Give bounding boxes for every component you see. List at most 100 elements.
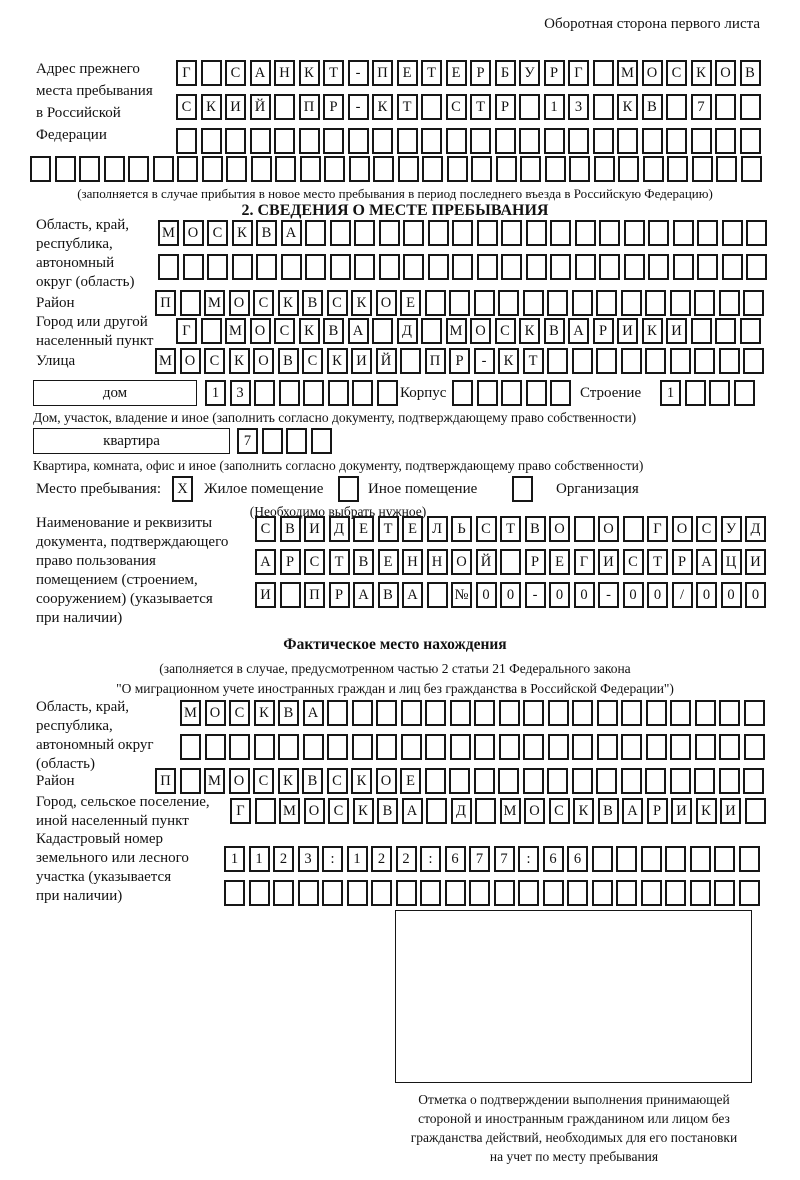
char-cell[interactable]: О [204,700,226,726]
char-cell[interactable] [743,348,764,374]
char-cell[interactable] [691,156,713,182]
char-cell[interactable] [305,220,326,246]
char-cell[interactable]: К [573,798,594,824]
char-cell[interactable] [476,380,498,406]
char-cell[interactable]: П [155,768,176,794]
char-cell[interactable] [200,128,222,154]
char-cell[interactable] [329,220,351,246]
char-cell[interactable] [396,128,418,154]
char-cell[interactable]: Т [377,516,399,542]
char-cell[interactable] [372,128,393,154]
char-cell[interactable] [493,880,515,906]
char-cell[interactable] [449,700,471,726]
char-cell[interactable]: 0 [745,582,766,608]
char-cell[interactable] [452,254,473,280]
char-cell[interactable] [623,220,645,246]
char-cell[interactable]: С [666,60,687,86]
char-cell[interactable]: И [225,94,246,120]
char-cell[interactable] [473,768,495,794]
char-cell[interactable]: С [274,318,295,344]
char-cell[interactable] [596,348,617,374]
other-premises-checkbox[interactable] [338,476,359,502]
char-cell[interactable] [669,768,691,794]
char-cell[interactable]: Й [475,549,497,575]
char-cell[interactable]: О [598,516,619,542]
char-cell[interactable] [128,156,149,182]
char-cell[interactable]: В [524,516,546,542]
char-cell[interactable] [672,254,694,280]
char-cell[interactable]: К [200,94,222,120]
char-cell[interactable] [204,734,226,760]
organization-checkbox[interactable] [512,476,533,502]
char-cell[interactable]: В [739,60,761,86]
char-cell[interactable] [278,734,299,760]
char-cell[interactable] [425,700,446,726]
char-cell[interactable] [54,156,76,182]
char-cell[interactable]: К [253,700,275,726]
char-cell[interactable]: С [696,516,717,542]
char-cell[interactable]: С [445,94,467,120]
char-cell[interactable]: П [155,290,176,316]
char-cell[interactable] [592,94,614,120]
char-cell[interactable] [666,94,687,120]
char-cell[interactable] [449,290,470,316]
char-cell[interactable] [715,94,736,120]
char-cell[interactable]: В [302,768,323,794]
char-cell[interactable]: В [353,549,374,575]
char-cell[interactable] [103,156,125,182]
char-cell[interactable]: М [279,798,300,824]
char-cell[interactable] [426,582,448,608]
char-cell[interactable]: 2 [371,846,392,872]
char-cell[interactable]: С [253,290,274,316]
char-cell[interactable] [347,128,369,154]
char-cell[interactable] [523,700,544,726]
char-cell[interactable]: П [424,348,446,374]
char-cell[interactable] [201,156,223,182]
char-cell[interactable]: О [303,798,325,824]
char-cell[interactable]: А [696,549,717,575]
char-cell[interactable] [273,880,294,906]
char-cell[interactable]: И [351,348,372,374]
char-cell[interactable]: С [326,768,348,794]
char-cell[interactable] [665,880,686,906]
char-cell[interactable]: А [402,582,423,608]
char-cell[interactable] [547,348,568,374]
char-cell[interactable]: Р [671,549,693,575]
char-cell[interactable] [226,156,247,182]
char-cell[interactable] [253,734,275,760]
char-cell[interactable]: Т [323,60,344,86]
char-cell[interactable]: 2 [395,846,417,872]
char-cell[interactable] [354,254,375,280]
char-cell[interactable] [452,220,473,246]
char-cell[interactable]: 3 [297,846,319,872]
char-cell[interactable]: Г [568,60,589,86]
char-cell[interactable]: И [255,582,276,608]
char-cell[interactable] [640,880,662,906]
char-cell[interactable] [327,380,349,406]
char-cell[interactable] [348,156,370,182]
char-cell[interactable] [179,290,201,316]
char-cell[interactable] [378,254,400,280]
char-cell[interactable] [572,734,593,760]
char-cell[interactable] [229,734,250,760]
char-cell[interactable] [689,880,711,906]
char-cell[interactable]: В [302,290,323,316]
char-cell[interactable] [338,476,359,502]
char-cell[interactable] [494,128,516,154]
char-cell[interactable]: Д [450,798,472,824]
char-cell[interactable]: 0 [549,582,570,608]
char-cell[interactable]: Р [524,549,546,575]
char-cell[interactable] [669,290,691,316]
char-cell[interactable]: М [445,318,467,344]
char-cell[interactable]: Л [426,516,448,542]
char-cell[interactable] [452,380,473,406]
char-cell[interactable]: Т [647,549,668,575]
char-cell[interactable]: 0 [500,582,521,608]
residential-checkbox[interactable]: X [172,476,193,502]
char-cell[interactable]: С [302,348,323,374]
char-cell[interactable]: А [353,582,374,608]
char-cell[interactable] [248,880,270,906]
char-cell[interactable] [733,380,755,406]
